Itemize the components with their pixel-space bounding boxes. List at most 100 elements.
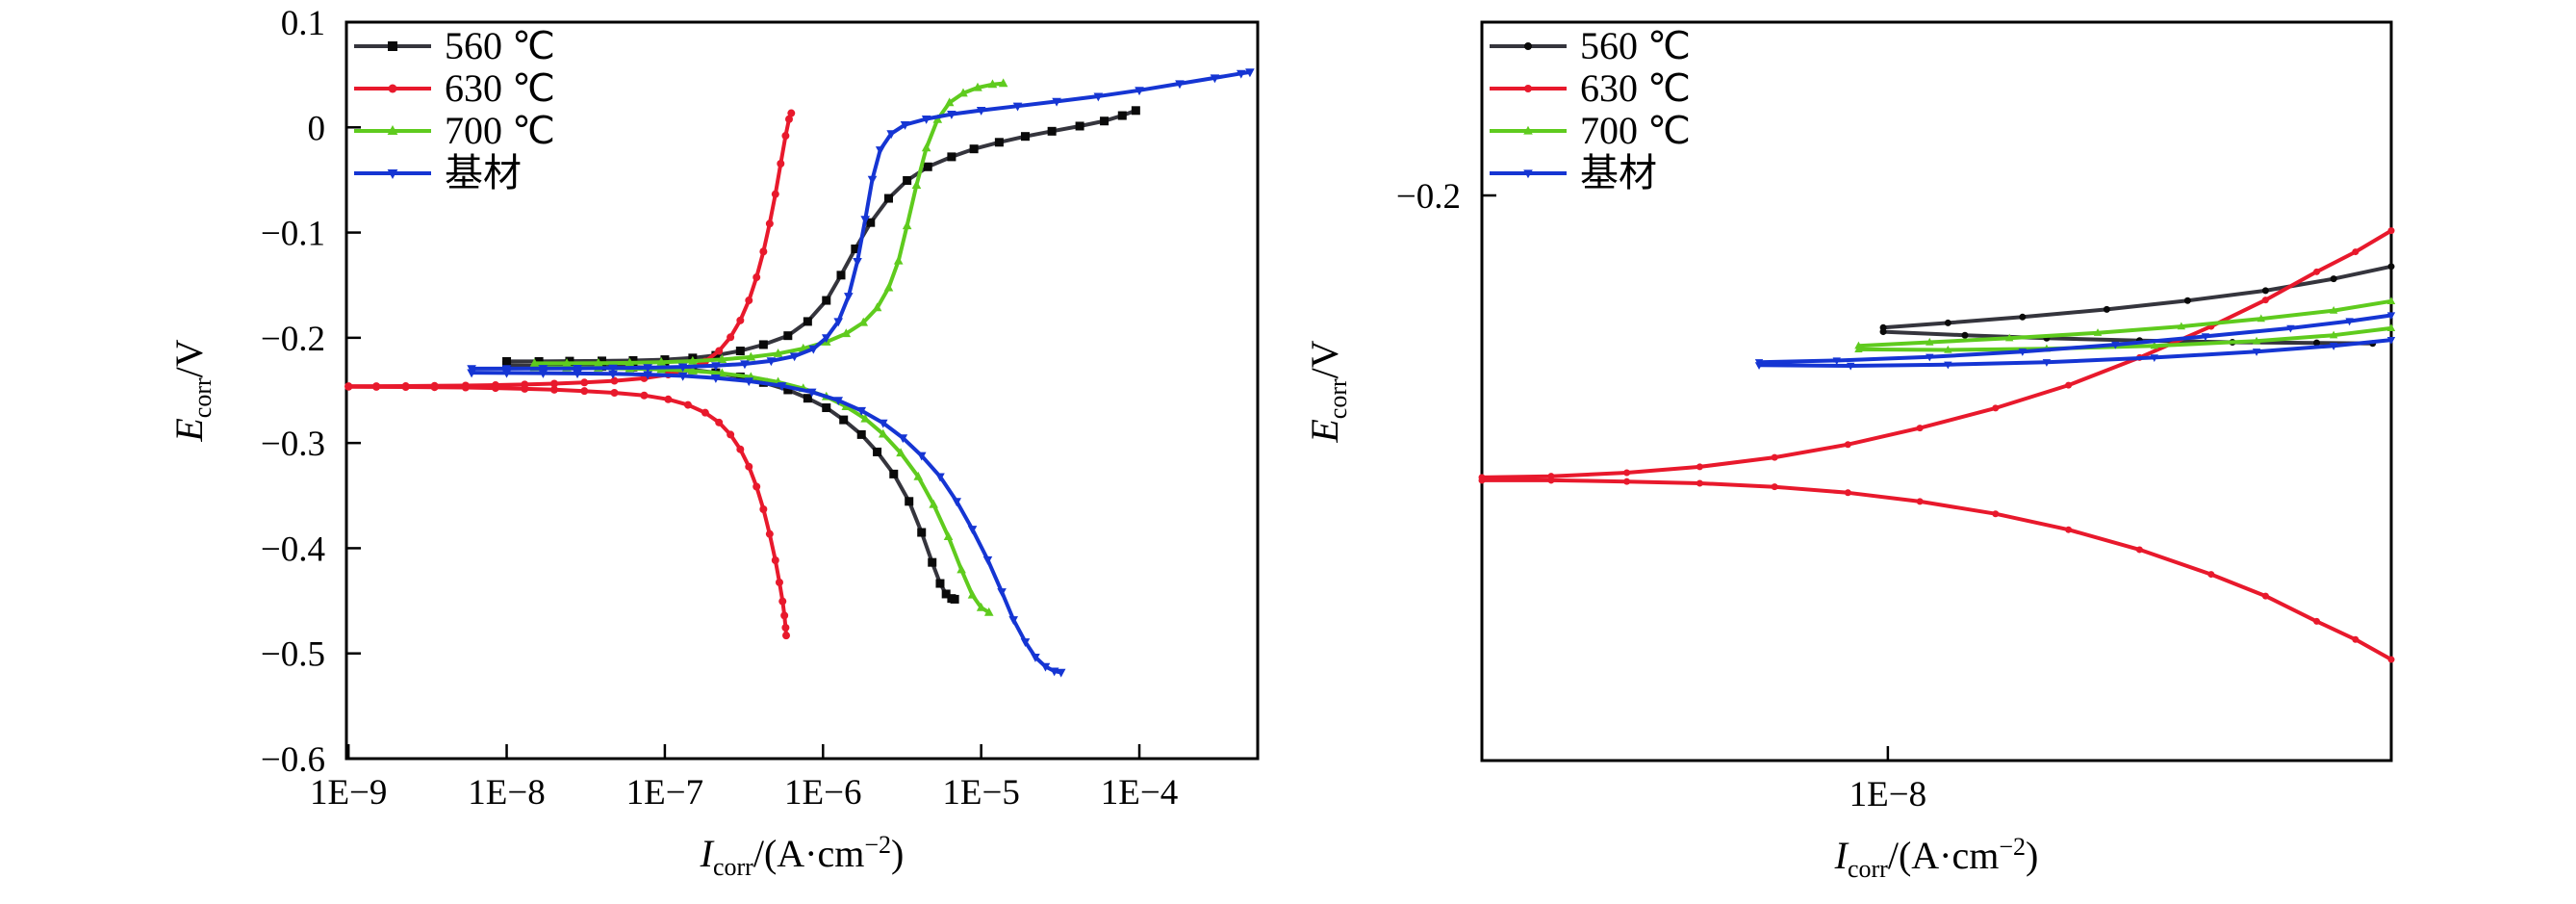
square-marker [903, 175, 912, 185]
triangle-up-marker [746, 351, 756, 361]
triangle-up-marker [2252, 336, 2261, 345]
triangle-up-marker [625, 357, 635, 367]
triangle-down-marker [1040, 662, 1051, 672]
triangle-up-marker [944, 97, 955, 107]
square-marker [783, 385, 793, 395]
triangle-up-marker [2150, 341, 2159, 349]
triangle-up-marker [1944, 345, 1952, 353]
circle-marker [683, 400, 692, 409]
series-t700 [1854, 297, 2396, 353]
triangle-down-marker [538, 369, 548, 378]
triangle-down-marker [833, 318, 844, 327]
y-tick-label: 0.1 [281, 4, 325, 43]
triangle-down-marker [608, 364, 618, 374]
square-marker [889, 469, 899, 478]
legend-label-t630: 630 ℃ [1580, 66, 1691, 110]
circle-marker [1524, 85, 1532, 92]
triangle-up-marker [2005, 333, 2014, 342]
legend-label-t560: 560 ℃ [445, 24, 555, 67]
triangle-down-marker [608, 370, 618, 379]
triangle-up-marker [2257, 314, 2265, 323]
triangle-down-marker [1754, 362, 1764, 370]
square-marker [836, 271, 846, 280]
x-tick-label: 1E−4 [1101, 773, 1178, 813]
y-tick-label: −0.4 [261, 529, 325, 569]
triangle-down-marker [501, 365, 512, 375]
circle-marker [736, 445, 745, 453]
circle-marker [401, 383, 410, 392]
x-tick-label: 1E−7 [626, 773, 703, 813]
circle-marker [715, 418, 724, 426]
circle-marker [1992, 404, 2000, 412]
circle-marker [550, 379, 559, 388]
triangle-up-marker [929, 499, 938, 508]
triangle-up-marker [872, 302, 882, 312]
y-tick-label: −0.5 [261, 635, 325, 675]
triangle-up-marker [2386, 323, 2396, 332]
circle-marker [781, 132, 790, 141]
triangle-up-marker [956, 564, 966, 574]
circle-marker [765, 529, 774, 538]
triangle-down-marker [1846, 362, 1855, 371]
triangle-down-marker [1245, 68, 1255, 78]
x-axis-title: Icorr/(A·cm−2) [1834, 833, 2039, 883]
circle-marker [1961, 331, 1969, 339]
circle-marker [736, 316, 745, 324]
triangle-down-marker [867, 175, 878, 185]
circle-marker [780, 611, 789, 620]
triangle-down-marker [853, 258, 862, 267]
square-marker [873, 447, 882, 456]
triangle-down-marker [875, 146, 885, 156]
series-t560-anodic-line [504, 108, 1138, 364]
triangle-down-marker [789, 352, 800, 362]
triangle-down-marker [916, 452, 927, 461]
triangle-down-marker [1236, 69, 1246, 79]
triangle-down-marker [777, 382, 787, 391]
circle-marker [2387, 263, 2395, 271]
triangle-up-marker [958, 88, 968, 97]
square-marker [928, 557, 937, 567]
square-marker [1131, 106, 1140, 116]
circle-marker [388, 84, 397, 93]
circle-marker [2019, 313, 2027, 321]
y-tick-label: −0.2 [1396, 177, 1461, 217]
circle-marker [752, 482, 761, 491]
triangle-up-marker [878, 428, 888, 438]
series-t560 [502, 106, 1140, 604]
circle-marker [745, 462, 753, 471]
square-marker [1117, 111, 1127, 120]
triangle-down-marker [898, 434, 908, 444]
triangle-down-marker [997, 588, 1007, 598]
y-tick-label: 0 [308, 109, 326, 148]
square-marker [851, 245, 860, 254]
triangle-down-marker [821, 334, 831, 344]
circle-marker [1771, 453, 1778, 461]
series-base-anodic-line [470, 69, 1252, 371]
circle-marker [778, 597, 787, 606]
triangle-down-marker [1944, 361, 1952, 370]
circle-marker [2207, 571, 2215, 579]
circle-marker [2065, 381, 2073, 389]
triangle-down-marker [501, 369, 512, 378]
triangle-down-marker [711, 375, 721, 383]
circle-marker [771, 555, 779, 564]
circle-marker [701, 408, 709, 417]
square-marker [1047, 126, 1057, 136]
x-axis: 1E−9 1E−8 1E−7 1E−6 1E−5 1E−4 [310, 744, 1178, 813]
triangle-up-marker [1854, 345, 1863, 353]
square-marker [783, 331, 793, 341]
series-t700-cathodic-line [532, 365, 991, 615]
circle-marker [580, 378, 589, 387]
square-marker [803, 317, 812, 326]
triangle-down-marker [2329, 343, 2338, 350]
series-t630-anodic-line [346, 111, 794, 389]
triangle-down-marker [2042, 359, 2052, 367]
triangle-up-marker [1926, 337, 1934, 346]
circle-marker [2261, 297, 2269, 304]
triangle-up-marker [594, 357, 603, 367]
circle-marker [2103, 305, 2110, 313]
circle-marker [784, 115, 793, 123]
